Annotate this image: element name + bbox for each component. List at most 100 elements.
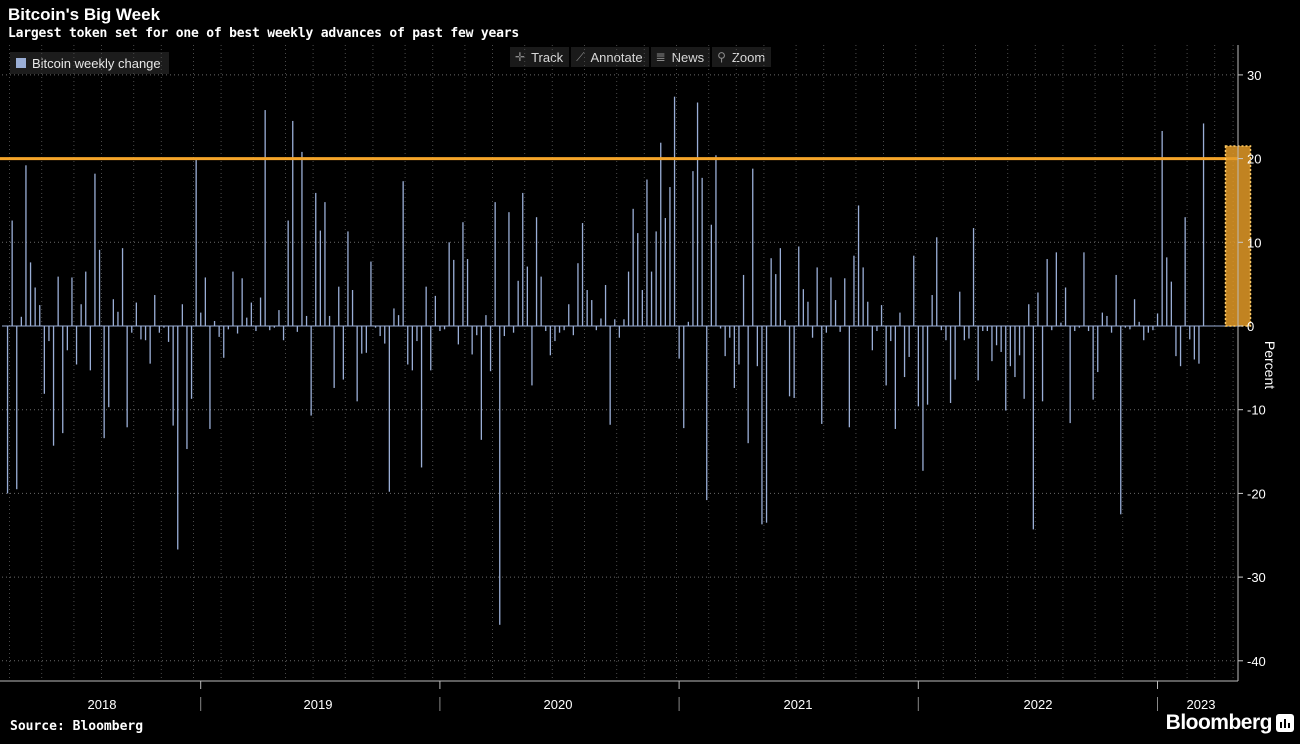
bar (1009, 326, 1011, 367)
news-icon: ≣ (655, 50, 666, 64)
bar (517, 280, 519, 326)
bar (738, 326, 740, 365)
bar (57, 276, 59, 326)
bar (1014, 326, 1016, 378)
bar (48, 326, 50, 342)
bar (305, 315, 308, 326)
bar (1037, 292, 1039, 326)
bar (669, 187, 671, 326)
bar (365, 326, 367, 353)
news-label: News (671, 49, 705, 65)
bar (839, 326, 841, 332)
bar (108, 326, 110, 408)
bar (430, 326, 432, 371)
bar (163, 326, 165, 328)
bar (1041, 326, 1044, 402)
bar (255, 326, 257, 332)
bar (752, 168, 754, 326)
bar (1097, 326, 1099, 373)
x-tick-label: 2020 (544, 697, 573, 712)
bar (6, 326, 9, 494)
bar (784, 320, 786, 326)
source-note: Source: Bloomberg (10, 719, 144, 734)
bar (632, 208, 634, 326)
bar (554, 326, 556, 342)
bar (1028, 304, 1030, 326)
bar (420, 326, 423, 468)
legend[interactable]: Bitcoin weekly change (10, 52, 169, 74)
bar (540, 276, 542, 326)
bar (512, 326, 515, 333)
bar (577, 263, 579, 326)
bar (545, 326, 547, 332)
x-tick-label: 2019 (304, 697, 333, 712)
bar (236, 326, 239, 334)
bar (977, 326, 979, 381)
bar (89, 326, 91, 371)
bar (572, 326, 574, 336)
axes: 30 20 10 0 -10 -20 -30 -40 2018 2019 2020 2021 2022 2… (0, 45, 1266, 712)
bar (880, 305, 883, 326)
bar (466, 259, 469, 326)
bar (1198, 326, 1200, 364)
zoom-button[interactable]: ⚲ Zoom (712, 47, 772, 67)
bar (324, 202, 326, 326)
news-button[interactable]: ≣ News (650, 47, 711, 67)
bar (802, 289, 804, 326)
bar (227, 326, 229, 330)
bar (646, 179, 648, 326)
bar (1120, 326, 1122, 515)
bar (223, 326, 225, 358)
bar (393, 308, 395, 326)
bar (1166, 257, 1168, 326)
track-label: Track (531, 49, 564, 65)
bar (172, 326, 174, 426)
bar (1005, 326, 1007, 411)
bar (39, 305, 41, 326)
bar (581, 223, 584, 326)
bar (756, 326, 758, 367)
bar (296, 326, 298, 332)
bar (52, 326, 55, 446)
chart-title: Bitcoin's Big Week (8, 5, 161, 24)
bar (609, 326, 611, 425)
bar (489, 326, 492, 372)
bar (1032, 326, 1034, 530)
bar (195, 158, 197, 326)
bar (1156, 313, 1159, 326)
bar (338, 286, 340, 326)
bar (158, 326, 160, 333)
bar (269, 326, 271, 331)
bar (98, 249, 101, 326)
magnifier-icon: ⚲ (717, 50, 726, 64)
bar (246, 317, 248, 326)
bar (968, 326, 970, 339)
bar (692, 171, 694, 326)
bar (328, 315, 331, 326)
bar (1175, 326, 1177, 357)
bar (1184, 217, 1186, 326)
y-tick-label: 10 (1247, 235, 1261, 250)
bar (259, 297, 262, 326)
bar (384, 326, 386, 344)
bar (379, 326, 381, 337)
bar (471, 326, 473, 355)
bar (1115, 274, 1117, 326)
bar (825, 326, 827, 333)
bar (476, 326, 478, 336)
bar (522, 192, 524, 326)
bar (535, 217, 538, 326)
bar (453, 259, 455, 326)
bar (687, 321, 689, 326)
bar (733, 326, 735, 388)
bar (857, 205, 860, 326)
bar (85, 271, 87, 326)
x-tick-label: 2022 (1024, 697, 1053, 712)
bar (903, 326, 906, 378)
bar (604, 284, 607, 326)
bar (1189, 326, 1191, 340)
bar (416, 326, 418, 342)
bar (167, 326, 170, 342)
bar (894, 326, 896, 429)
